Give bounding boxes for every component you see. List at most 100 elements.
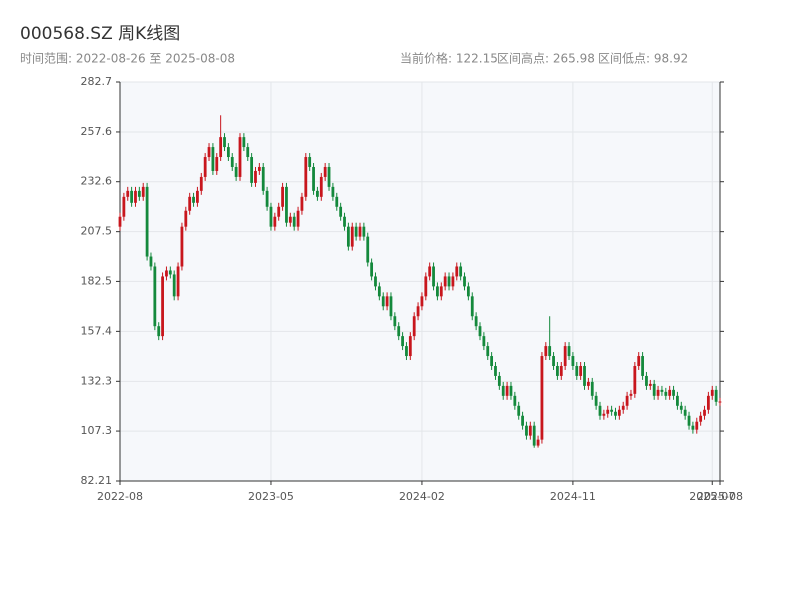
- candle-body: [374, 276, 377, 287]
- candle-body: [416, 306, 420, 317]
- candle-body: [637, 356, 641, 366]
- candle-body: [478, 326, 482, 337]
- candle-body: [656, 389, 660, 396]
- candle-body: [288, 216, 292, 223]
- candle-body: [598, 405, 602, 416]
- candle-body: [703, 409, 706, 416]
- candle-body: [641, 356, 644, 376]
- candle-body: [691, 425, 695, 430]
- candle-body: [540, 356, 544, 440]
- candle-body: [536, 439, 540, 446]
- stat: 当前价格: 122.15: [400, 51, 498, 66]
- candle-body: [250, 157, 254, 183]
- candle-body: [401, 336, 404, 347]
- candle-body: [563, 346, 567, 366]
- x-tick-label: 2025-08: [697, 490, 743, 503]
- candle-body: [389, 296, 393, 317]
- candle-body: [486, 346, 490, 357]
- candle-body: [362, 226, 366, 237]
- candle-body: [521, 415, 524, 426]
- candle-body: [408, 336, 412, 357]
- candle-body: [544, 346, 548, 357]
- candle-body: [594, 395, 598, 406]
- candle-body: [645, 375, 648, 386]
- candle-body: [168, 270, 172, 275]
- candle-body: [134, 190, 137, 203]
- candle-body: [513, 395, 517, 406]
- candle-body: [335, 196, 339, 207]
- candle-body: [122, 196, 126, 217]
- y-tick-label: 207.5: [81, 225, 113, 238]
- candle-body: [323, 166, 327, 177]
- candle-body: [509, 385, 513, 396]
- candle-body: [405, 346, 408, 357]
- candle-body: [269, 206, 273, 227]
- candle-body: [439, 286, 443, 297]
- candle-body: [552, 356, 555, 366]
- candle-body: [184, 210, 188, 227]
- candle-body: [211, 147, 215, 171]
- candle-body: [556, 365, 559, 376]
- candle-body: [432, 266, 435, 287]
- candle-body: [490, 356, 494, 366]
- candle-body: [474, 316, 478, 327]
- candle-body: [579, 365, 583, 376]
- candle-body: [652, 383, 656, 396]
- candle-body: [157, 326, 161, 337]
- candle-body: [246, 147, 250, 158]
- candle-body: [668, 389, 672, 396]
- candle-body: [358, 226, 362, 237]
- candle-body: [296, 210, 300, 227]
- y-tick-label: 132.3: [81, 374, 113, 387]
- candle-body: [242, 137, 246, 148]
- candle-body: [149, 256, 153, 267]
- candle-body: [161, 276, 164, 337]
- candle-body: [614, 411, 617, 416]
- candle-body: [381, 296, 385, 307]
- candle-body: [501, 385, 505, 396]
- candle-body: [586, 381, 590, 386]
- candle-body: [277, 206, 281, 217]
- candle-body: [350, 226, 354, 247]
- candle-body: [559, 365, 563, 376]
- candle-body: [331, 186, 335, 197]
- candle-body: [370, 262, 374, 277]
- candle-body: [397, 326, 401, 337]
- candle-body: [420, 296, 424, 307]
- candle-body: [254, 170, 257, 183]
- candle-body: [196, 190, 199, 203]
- candle-body: [683, 409, 687, 416]
- candle-body: [300, 196, 304, 211]
- candle-body: [137, 190, 141, 197]
- candle-body: [366, 236, 370, 263]
- x-tick-label: 2024-11: [550, 490, 596, 503]
- candle-body: [412, 316, 416, 337]
- candle-body: [567, 346, 571, 357]
- candle-body: [699, 415, 703, 422]
- candle-body: [273, 216, 277, 227]
- candle-body: [497, 375, 501, 386]
- candle-body: [304, 157, 308, 197]
- candle-body: [660, 389, 664, 392]
- candle-body: [610, 409, 614, 412]
- candle-body: [393, 316, 397, 327]
- candle-body: [532, 425, 536, 446]
- y-tick-label: 82.21: [81, 474, 113, 487]
- candle-body: [145, 186, 149, 257]
- candle-body: [172, 274, 176, 297]
- candle-body: [672, 389, 675, 396]
- candle-body: [718, 401, 722, 403]
- candle-body: [339, 206, 343, 217]
- candle-body: [695, 421, 699, 430]
- y-tick-label: 232.6: [81, 175, 113, 188]
- candle-body: [180, 226, 184, 267]
- candle-body: [257, 166, 261, 171]
- candle-body: [223, 137, 226, 148]
- candle-body: [602, 413, 606, 416]
- candle-body: [215, 157, 219, 171]
- candle-body: [238, 137, 242, 177]
- candle-body: [528, 425, 532, 436]
- candle-body: [343, 216, 346, 227]
- candle-body: [385, 296, 389, 307]
